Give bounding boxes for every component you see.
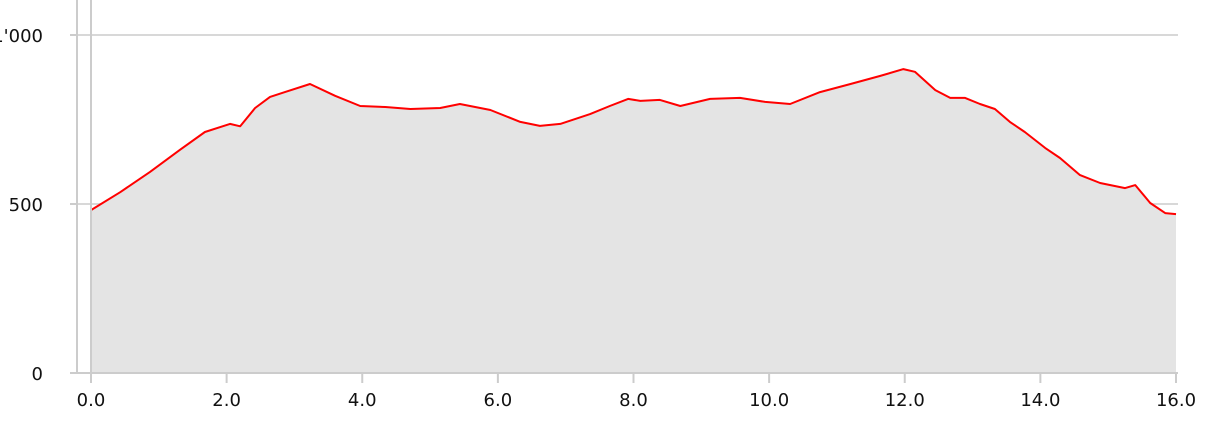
elevation-line [90,68,1177,216]
y-tick-label: 1'000 [0,26,43,47]
x-tick-label: 8.0 [619,390,648,411]
x-tick-label: 0.0 [77,390,106,411]
x-tick-label: 14.0 [1020,390,1060,411]
x-tick-label: 10.0 [749,390,789,411]
y-tick-label: 500 [9,195,43,216]
y-tick-label: 0 [32,364,43,385]
elevation-area [91,69,1176,373]
x-tick-label: 6.0 [484,390,513,411]
x-tick-label: 16.0 [1156,390,1196,411]
x-tick-label: 2.0 [212,390,241,411]
x-tick-label: 12.0 [885,390,925,411]
x-tick-label: 4.0 [348,390,377,411]
